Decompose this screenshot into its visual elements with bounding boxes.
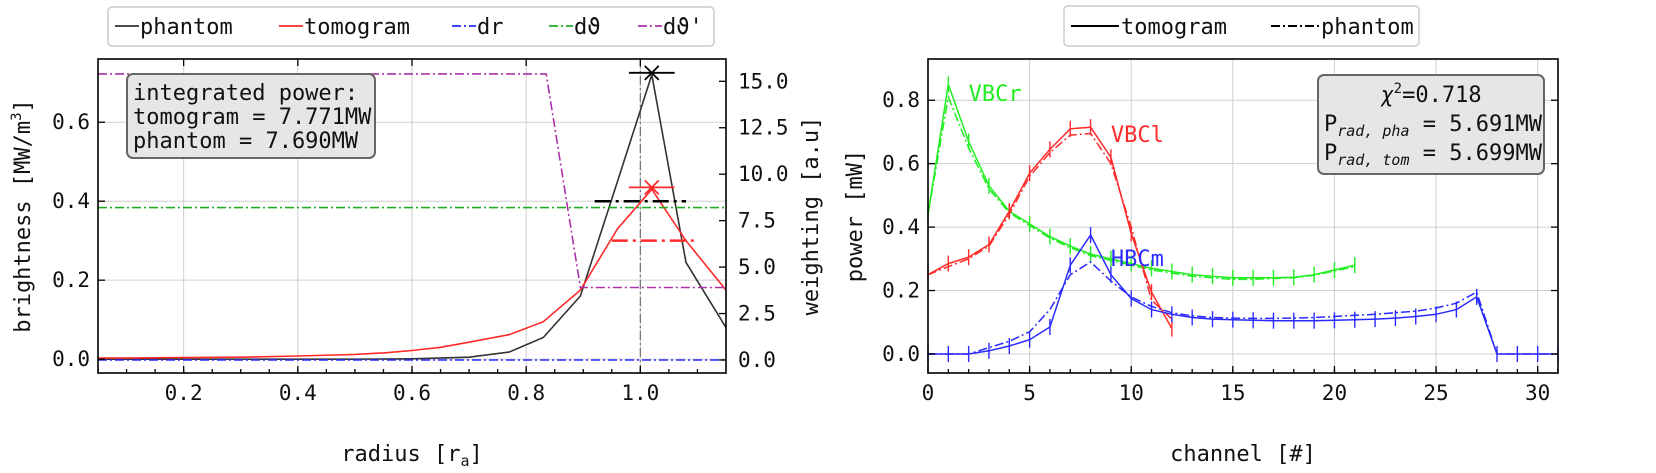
- left-y-tick-label: 0.4: [52, 189, 90, 213]
- annotation-line: phantom = 7.690MW: [133, 129, 359, 154]
- chi-square-text: χ2=0.718: [1380, 81, 1481, 108]
- left-panel: 0.2 0.4 0.6 0.8 1.0 0.0 0.2 0.4 0.6 0.0 2.5 5.0 7.5 1…: [9, 6, 824, 470]
- right-x-tick-label: 30: [1525, 381, 1550, 405]
- left-x-tick-label: 1.0: [621, 381, 659, 405]
- legend-label-0: phantom: [140, 15, 233, 40]
- legend-label-3: dϑ: [574, 15, 601, 40]
- annotation-line: integrated power:: [133, 81, 358, 106]
- right-y-tick-label: 0.4: [882, 215, 920, 239]
- left-axes-frame: [97, 58, 727, 374]
- right-x-tick-label: 15: [1220, 381, 1245, 405]
- legend-label-2: dr: [477, 15, 504, 40]
- left-y-tick-label: 0.2: [52, 268, 90, 292]
- right-y-tick-label: 2.5: [738, 302, 776, 326]
- left-legend: phantom tomogram dr dϑ dϑ': [107, 6, 715, 47]
- right-y-tick-label: 0.2: [882, 279, 920, 303]
- left-y-tick-label: 0.0: [52, 347, 90, 371]
- right-series: [927, 76, 1559, 362]
- right-x-tick-label: 20: [1322, 381, 1347, 405]
- series-line-VBCl-phantom: [927, 132, 1173, 320]
- left-x-axis-label: radius [ra]: [341, 442, 483, 470]
- peak-marker-tomogram: [644, 179, 660, 196]
- right-y-tick-label: 0.6: [882, 152, 920, 176]
- left-y-tick-label: 0.6: [52, 110, 90, 134]
- right-curve-labels: VBCr VBCl HBCm: [969, 82, 1164, 272]
- right-annotation-box: χ2=0.718 Prad, pha = 5.691MW Prad, tom =…: [1317, 74, 1545, 175]
- p-rad-pha-text: Prad, pha = 5.691MW: [1324, 112, 1543, 140]
- series-line-VBCr-phantom: [927, 94, 1355, 281]
- right-x-tick-label: 25: [1423, 381, 1448, 405]
- right-y-axis-label-power: power [mW]: [843, 150, 868, 282]
- series-line-HBCm-tomogram: [928, 233, 1558, 355]
- legend-label-4: dϑ': [663, 15, 703, 40]
- right-y-tick-label: 0.0: [738, 348, 776, 372]
- right-y-tick-label: 0.8: [882, 88, 920, 112]
- right-y-axis-label: weighting [a.u]: [799, 117, 824, 316]
- annotation-line: tomogram = 7.771MW: [133, 105, 372, 130]
- curve-label-VBCr: VBCr: [969, 82, 1022, 107]
- left-series: [98, 59, 727, 373]
- legend-label-0: tomogram: [1121, 15, 1227, 40]
- right-y-tick-label: 5.0: [738, 255, 776, 279]
- right-x-tick-label: 0: [922, 381, 935, 405]
- right-x-tick-label: 5: [1023, 381, 1036, 405]
- p-rad-tom-text: Prad, tom = 5.699MW: [1324, 141, 1543, 169]
- curve-label-HBCm: HBCm: [1111, 247, 1164, 272]
- right-ticks: 0 5 10 15 20 25 30 0.0 0.2 0.4 0.6 0.8: [882, 88, 1559, 405]
- left-ticks: 0.2 0.4 0.6 0.8 1.0 0.0 0.2 0.4 0.6 0.0 2.5 5.0 7.5 1…: [52, 59, 789, 405]
- right-y-tick-label: 12.5: [738, 116, 789, 140]
- right-axes-frame: [927, 58, 1559, 374]
- right-x-tick-label: 10: [1119, 381, 1144, 405]
- legend-label-1: phantom: [1321, 15, 1414, 40]
- right-y-tick-label: 10.0: [738, 162, 789, 186]
- left-x-tick-label: 0.4: [279, 381, 317, 405]
- curve-label-VBCl: VBCl: [1111, 123, 1164, 148]
- right-legend: tomogram phantom: [1063, 5, 1420, 47]
- series-line-HBCm-phantom: [928, 261, 1558, 355]
- right-y-tick-label: 7.5: [738, 209, 776, 233]
- right-panel: 0 5 10 15 20 25 30 0.0 0.2 0.4 0.6 0.8 power [mW] c…: [843, 5, 1559, 467]
- left-x-tick-label: 0.2: [165, 381, 203, 405]
- peak-marker-phantom: [644, 65, 660, 81]
- series-line-tomogram: [98, 187, 727, 359]
- left-annotation-box: integrated power: tomogram = 7.771MW pha…: [126, 73, 376, 159]
- left-x-tick-label: 0.6: [393, 381, 431, 405]
- left-x-tick-label: 0.8: [507, 381, 545, 405]
- left-y-axis-label: brightness [MW/m3]: [9, 99, 36, 333]
- right-x-axis-label: channel [#]: [1170, 442, 1316, 467]
- right-y-tick-label: 0.0: [882, 342, 920, 366]
- right-y-tick-label: 15.0: [738, 69, 789, 93]
- legend-label-1: tomogram: [304, 15, 410, 40]
